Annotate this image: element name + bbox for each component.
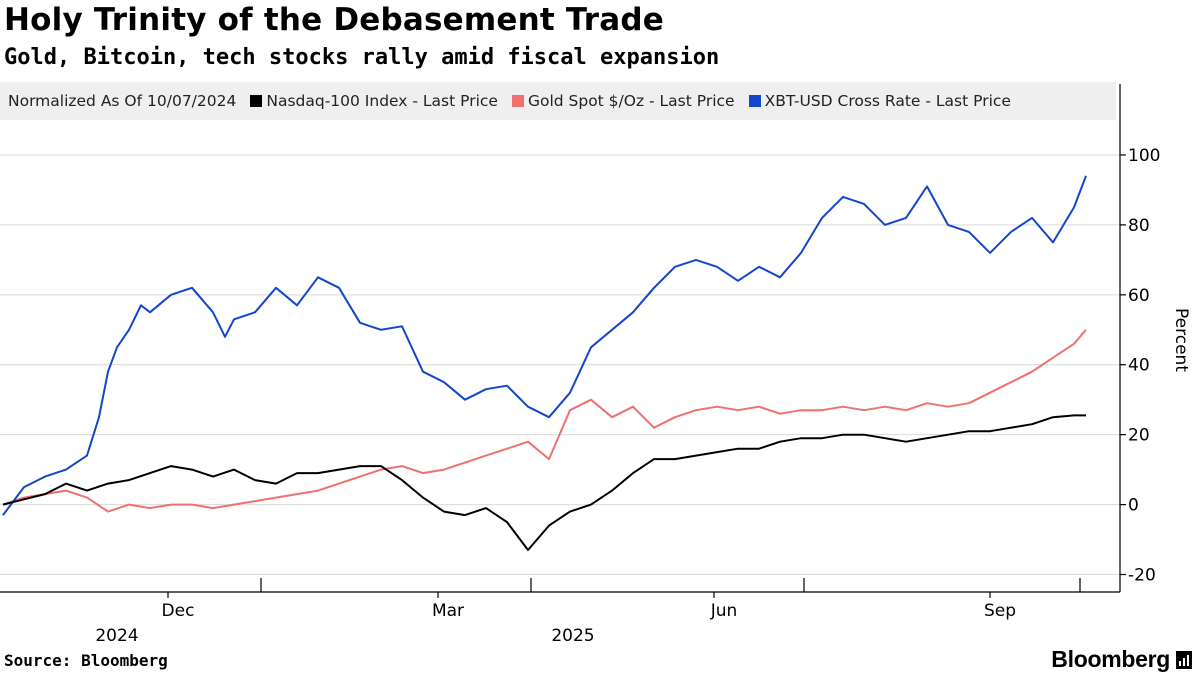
xbt-usd-line <box>2 175 1087 516</box>
gold-spot-line <box>2 329 1087 513</box>
legend-entry-nasdaq: Nasdaq-100 Index - Last Price <box>250 92 498 110</box>
legend-swatch-nasdaq <box>250 95 263 107</box>
y-tick-label: -20 <box>1128 566 1156 586</box>
series-lines <box>2 175 1087 551</box>
x-month-label: Sep <box>984 601 1016 621</box>
y-tick-label: 60 <box>1128 286 1150 306</box>
legend-entry-gold: Gold Spot $/Oz - Last Price <box>511 92 735 110</box>
x-month-label: Mar <box>432 601 464 621</box>
axes <box>0 84 1121 593</box>
chart-subtitle: Gold, Bitcoin, tech stocks rally amid fi… <box>4 45 720 70</box>
legend-label-bitcoin: XBT-USD Cross Rate - Last Price <box>764 92 1011 110</box>
y-tick-label: 80 <box>1128 216 1150 236</box>
legend-swatch-gold <box>511 95 524 107</box>
source-note: Source: Bloomberg <box>4 651 168 670</box>
y-tick-label: 100 <box>1128 146 1160 166</box>
grid-lines <box>0 154 1126 598</box>
nasdaq-100-line <box>2 414 1086 551</box>
axis-labels: 100 80 60 40 20 0 -20 Dec Mar Jun Sep 2024 2025 <box>95 146 1160 646</box>
legend-entry-bitcoin: XBT-USD Cross Rate - Last Price <box>748 92 1011 110</box>
brand-logo: Bloomberg <box>1051 646 1192 673</box>
legend-note: Normalized As Of 10/07/2024 <box>8 92 237 110</box>
x-month-label: Dec <box>162 601 195 621</box>
chart-title: Holy Trinity of the Debasement Trade <box>4 2 665 38</box>
y-tick-label: 0 <box>1128 496 1139 516</box>
x-year-label: 2025 <box>551 626 594 646</box>
legend-label-gold: Gold Spot $/Oz - Last Price <box>527 92 735 110</box>
x-year-label: 2024 <box>95 626 138 646</box>
legend-label-nasdaq: Nasdaq-100 Index - Last Price <box>266 92 498 110</box>
y-axis-title: Percent <box>1171 308 1191 372</box>
legend: Normalized As Of 10/07/2024 Nasdaq-100 I… <box>0 82 1116 120</box>
bloomberg-terminal-icon <box>1176 650 1192 669</box>
y-tick-label: 40 <box>1128 356 1150 376</box>
y-tick-label: 20 <box>1128 426 1150 446</box>
legend-swatch-bitcoin <box>748 95 761 107</box>
x-month-label: Jun <box>710 601 738 621</box>
brand-wordmark: Bloomberg <box>1051 646 1170 672</box>
